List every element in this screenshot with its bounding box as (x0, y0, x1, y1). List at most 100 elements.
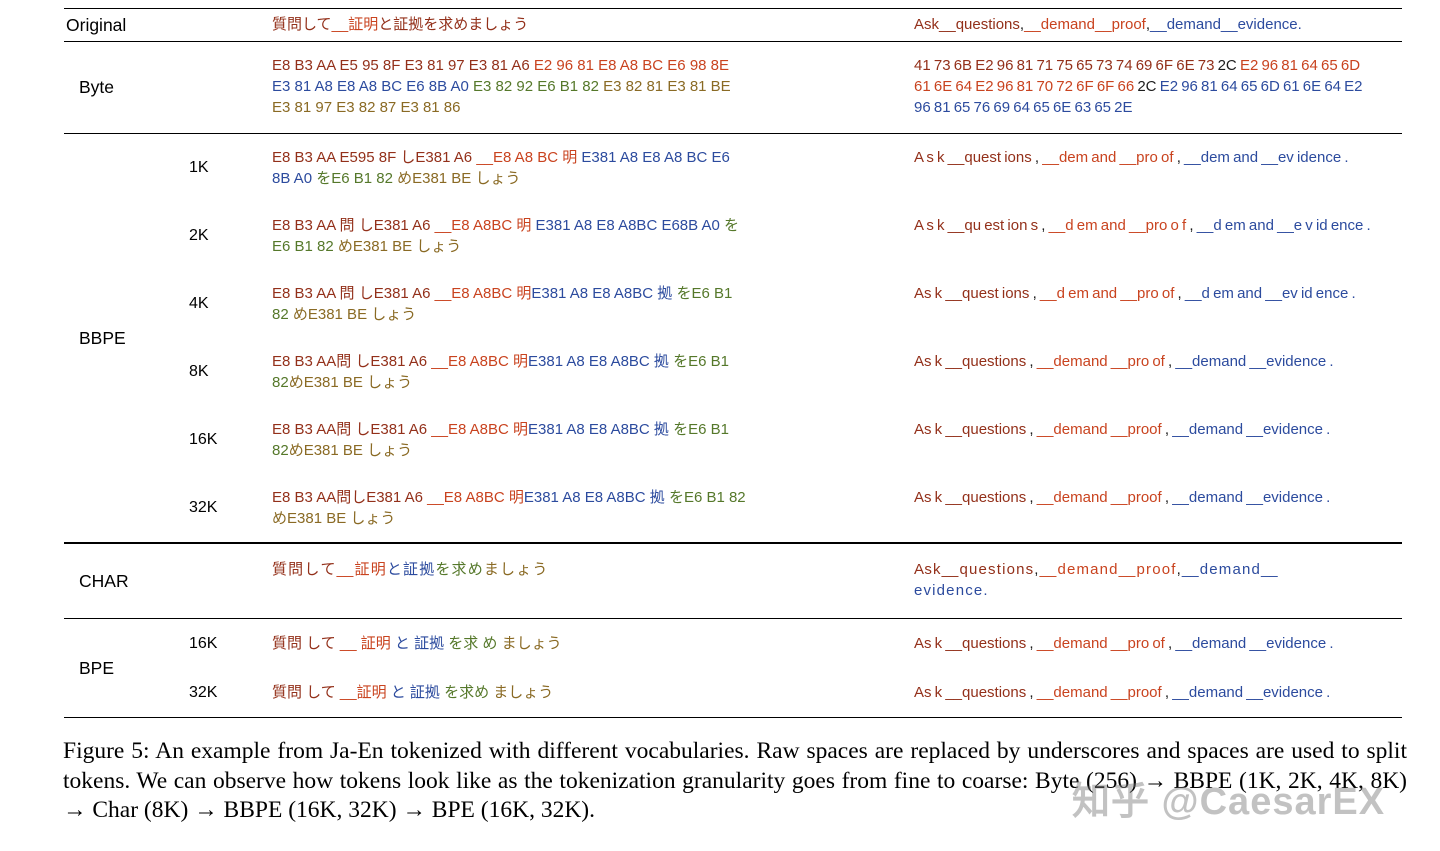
group-label-original: Original (66, 14, 127, 35)
token-line: E3 81 A8 E8 A8 BC E6 8B A0 E3 82 92 E6 B… (272, 76, 914, 97)
token-segment: をE6 B1 (676, 285, 733, 302)
japanese-tokens-cell: E8 B3 AA問 しE381 A6 __E8 A8BC 明E381 A8 E8… (272, 338, 914, 393)
group-column: Byte (64, 42, 189, 133)
token-segment: , (1189, 217, 1197, 234)
token-segment: をE6 B1 (673, 353, 729, 370)
vocab-size-label: 32K (189, 499, 218, 516)
japanese-tokens-cell: 質問 して __ 証明 と 証拠 を求 め ましょう (272, 619, 914, 654)
token-segment: Ask__questions (914, 16, 1020, 33)
english-tokens-cell: A s k __quest ions , __dem and __pro of … (914, 134, 1402, 168)
token-segment: 41 73 6B E2 96 81 71 75 65 73 74 69 6F 6… (914, 57, 1218, 74)
token-segment: __demand __evidence . (1172, 421, 1331, 438)
token-row: 16K 質問 して __ 証明 と 証拠 を求 め ましょう As k __ques… (189, 619, 1402, 668)
token-line: 82めE381 BE しょう (272, 372, 914, 393)
token-segment: 96 81 65 76 69 64 65 6E 63 65 2E (914, 99, 1133, 116)
token-segment: E381 A8 E8 A8 BC E6 (581, 149, 730, 166)
token-line: 8B A0 をE6 B1 82 めE381 BE しょう (272, 168, 914, 189)
token-row: 4K E8 B3 AA 問 しE381 A6 __E8 A8BC 明E381 A8… (189, 270, 1402, 338)
token-segment: , (1029, 684, 1037, 701)
token-segment: E3 82 81 E3 81 BE (603, 78, 731, 95)
vocab-size-label: 32K (189, 683, 218, 701)
token-segment: __ d e m a n d __ p r o o f (1039, 561, 1177, 578)
token-row: 16K E8 B3 AA問 しE381 A6 __E8 A8BC 明E381 A8… (189, 406, 1402, 474)
token-line: E8 B3 AA問しE381 A6 __E8 A8BC 明E381 A8 E8 … (272, 487, 914, 508)
group-label-byte: Byte (79, 77, 115, 97)
token-segment: E381 A8 E8 A8BC 拠 (523, 489, 669, 506)
japanese-tokens-cell: E8 B3 AA問しE381 A6 __E8 A8BC 明E381 A8 E8 … (272, 474, 914, 529)
table-section-bpe: BPE 16K 質問 して __ 証明 と 証拠 を求 め ましょう As k __q… (64, 619, 1402, 718)
japanese-tokens-cell: E8 B3 AA E5 95 8F E3 81 97 E3 81 A6 E2 9… (272, 42, 914, 118)
watermark: 知乎 @CaesarEX (1072, 781, 1386, 823)
group-column: CHAR (64, 544, 189, 618)
token-segment: E2 96 81 64 65 6D 61 6E 64 E2 (1159, 78, 1363, 95)
token-segment: 8B A0 (272, 170, 317, 187)
token-row: 32K E8 B3 AA問しE381 A6 __E8 A8BC 明E381 A8 … (189, 474, 1402, 542)
token-segment: , (1029, 353, 1037, 370)
token-segment: めE381 BE しょう (292, 306, 417, 323)
token-segment: __demand __pro of (1036, 635, 1169, 652)
japanese-tokens-cell: E8 B3 AA E595 8F しE381 A6 __E8 A8 BC 明 E… (272, 134, 914, 189)
token-row: E8 B3 AA E5 95 8F E3 81 97 E3 81 A6 E2 9… (189, 42, 1402, 133)
token-line: めE381 BE しょう (272, 508, 914, 529)
token-line: As k __questions , __demand __proof , __… (914, 487, 1402, 508)
english-tokens-cell: As k __questions , __demand __proof , __… (914, 474, 1402, 508)
token-segment: 82 (272, 306, 293, 323)
token-segment: __demand __evidence . (1172, 684, 1331, 701)
token-segment: As k __questions (914, 635, 1030, 652)
token-segment: , (1168, 635, 1176, 652)
token-segment: A s k __quest ions (914, 149, 1035, 166)
english-tokens-cell: A s k __qu est ion s , __d em and __pro … (914, 202, 1402, 236)
token-segment: As k __quest ions (914, 285, 1033, 302)
token-segment: と 証拠 (394, 635, 449, 652)
token-segment: E381 A8 E8 A8BC 拠 (528, 353, 674, 370)
token-segment: , (1032, 285, 1040, 302)
token-segment: As k __questions (914, 353, 1030, 370)
token-segment: めE381 BE しょう (337, 238, 462, 255)
token-row: 1K E8 B3 AA E595 8F しE381 A6 __E8 A8 BC 明… (189, 134, 1402, 202)
token-line: 96 81 65 76 69 64 65 6E 63 65 2E (914, 97, 1402, 118)
token-segment: __demand __proof (1036, 421, 1165, 438)
token-segment: __d em and __pro of (1039, 285, 1178, 302)
token-segment: 質問 して (272, 684, 340, 701)
token-segment: As k __questions (914, 421, 1030, 438)
token-segment: __d em and __e v id ence . (1196, 217, 1371, 234)
rows-column: 16K 質問 して __ 証明 と 証拠 を求 め ましょう As k __ques… (189, 619, 1402, 717)
token-segment: を求 め (448, 635, 502, 652)
token-line: E8 B3 AA問 しE381 A6 __E8 A8BC 明E381 A8 E8… (272, 351, 914, 372)
token-segment: めE381 BE しょう (272, 510, 396, 527)
token-segment: E3 81 A8 E8 A8 BC E6 8B A0 (272, 78, 473, 95)
vocab-size-label: 2K (189, 227, 209, 244)
figure-caption: Figure 5: An example from Ja-En tokenize… (63, 738, 1407, 823)
token-segment: , (1034, 149, 1043, 166)
vocab-size-label: 4K (189, 295, 209, 312)
token-line: 41 73 6B E2 96 81 71 75 65 73 74 69 6F 6… (914, 55, 1402, 76)
token-row: 32K 質問 して __証明 と 証拠 を求め ましょう As k __questi… (189, 668, 1402, 717)
token-line: As k __questions , __demand __proof , __… (914, 682, 1402, 703)
token-line: E3 81 97 E3 82 87 E3 81 86 (272, 97, 914, 118)
token-segment: と 証 拠 (386, 561, 436, 578)
token-segment: ましょう (493, 684, 554, 701)
token-line: As k __quest ions , __d em and __pro of … (914, 283, 1402, 304)
token-line: 質問 して __ 証明 と 証拠 を求 め ましょう (272, 633, 914, 654)
token-line: E8 B3 AA問 しE381 A6 __E8 A8BC 明E381 A8 E8… (272, 419, 914, 440)
token-segment: __demand __proof (1036, 489, 1165, 506)
table-section-byte: Byte E8 B3 AA E5 95 8F E3 81 97 E3 81 A6 … (64, 42, 1402, 134)
group-label-bpe: BPE (79, 657, 115, 678)
token-segment: と 証拠 (390, 684, 445, 701)
token-line: 質 問 し て __ 証 明 と 証 拠 を 求 め ま し ょ う (272, 559, 914, 580)
token-line: E8 B3 AA E595 8F しE381 A6 __E8 A8 BC 明 E… (272, 147, 914, 168)
rows-column: 1K E8 B3 AA E595 8F しE381 A6 __E8 A8 BC 明… (189, 134, 1402, 542)
token-row: 質問して__証明と証拠を求めましょう Ask__questions,__deman… (189, 9, 1402, 41)
token-segment: めE381 BE しょう (397, 170, 521, 187)
japanese-tokens-cell: 質問して__証明と証拠を求めましょう (272, 9, 914, 35)
token-segment: , (1029, 489, 1037, 506)
token-segment: を (724, 217, 740, 234)
token-segment: __ d e m a n d __ (1181, 561, 1278, 578)
token-segment: E8 B3 AA 問 しE381 A6 (272, 285, 435, 302)
token-segment: , (1164, 421, 1173, 438)
token-line: 61 6E 64 E2 96 81 70 72 6F 6F 66 2C E2 9… (914, 76, 1402, 97)
vocab-size-label: 16K (189, 634, 218, 652)
tokenization-table: Original 質問して__証明と証拠を求めましょう Ask__questions… (64, 8, 1402, 718)
token-segment: As k __questions (914, 489, 1030, 506)
